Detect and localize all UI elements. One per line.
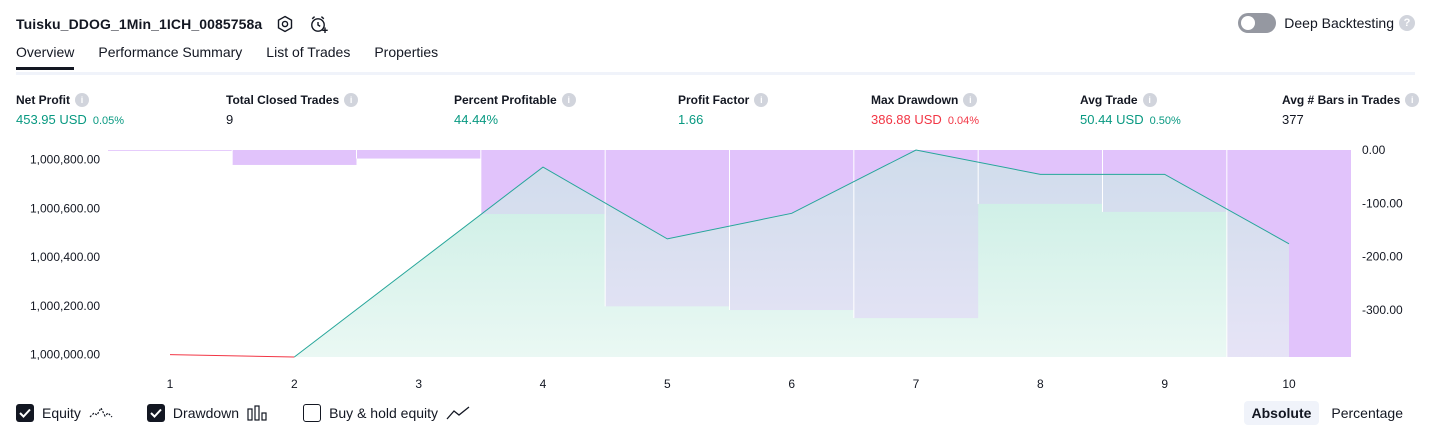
drawdown-bar [356, 150, 481, 159]
metric-total-closed-trades: Total Closed Trades i 9 [226, 93, 359, 127]
metric-value: 9 [226, 112, 234, 127]
x-axis-tick: 7 [913, 377, 920, 391]
buy-hold-line-icon [446, 405, 470, 421]
metric-label: Avg # Bars in Trades [1282, 93, 1401, 107]
drawdown-bar-overlay [108, 150, 233, 151]
legend-drawdown[interactable]: Drawdown [146, 404, 269, 422]
metric-value: 50.44 USD [1080, 112, 1144, 127]
absolute-button[interactable]: Absolute [1243, 401, 1320, 425]
tab-overview[interactable]: Overview [16, 44, 75, 70]
settings-gear-icon[interactable] [274, 13, 296, 35]
metric-percent-profitable: Percent Profitable i 44.44% [454, 93, 576, 127]
metric-avg-bars-in-trades: Avg # Bars in Trades i 377 [1282, 93, 1420, 127]
toggle-knob [1241, 16, 1256, 30]
help-question-icon[interactable]: ? [1399, 15, 1415, 31]
drawdown-bar-overlay [232, 150, 357, 165]
drawdown-bar-overlay [1102, 150, 1227, 212]
value-mode-switch: Absolute Percentage [1240, 401, 1412, 425]
x-axis-tick: 6 [788, 377, 795, 391]
drawdown-bar-overlay [356, 150, 481, 159]
tab-performance-summary[interactable]: Performance Summary [98, 44, 243, 60]
right-axis-tick: 0.00 [1362, 143, 1386, 157]
drawdown-bar-overlay [605, 150, 730, 307]
chart-legend: Equity Drawdown Buy & hold equity [16, 404, 504, 422]
info-icon[interactable]: i [1405, 93, 1420, 107]
info-icon[interactable]: i [754, 93, 769, 107]
legend-buy-hold-equity[interactable]: Buy & hold equity [303, 404, 470, 422]
x-axis-tick: 3 [415, 377, 422, 391]
metric-label: Total Closed Trades [226, 93, 340, 107]
report-tabs: Overview Performance Summary List of Tra… [16, 44, 462, 70]
metric-value: 1.66 [678, 112, 704, 127]
drawdown-label: Drawdown [172, 405, 240, 421]
deep-backtesting-label: Deep Backtesting [1284, 15, 1394, 31]
drawdown-bar-overlay [480, 150, 606, 215]
equity-checkbox[interactable] [16, 404, 34, 422]
left-axis-tick: 1,000,200.00 [30, 299, 100, 313]
buy-hold-label: Buy & hold equity [329, 405, 439, 421]
equity-line-negative [169, 354, 295, 358]
info-icon[interactable]: i [963, 93, 978, 107]
right-axis-tick: -300.00 [1362, 303, 1403, 317]
drawdown-checkbox[interactable] [146, 404, 165, 422]
metric-label: Max Drawdown [871, 93, 959, 107]
x-axis-tick: 1 [167, 377, 174, 391]
strategy-header: Tuisku_DDOG_1Min_1ICH_0085758a [16, 12, 330, 36]
metric-value: 386.88 USD [871, 112, 942, 127]
right-axis-tick: -100.00 [1362, 196, 1403, 210]
equity-label: Equity [42, 405, 81, 421]
tab-list-of-trades[interactable]: List of Trades [266, 44, 351, 60]
x-axis-tick: 2 [291, 377, 298, 391]
left-axis-tick: 1,000,600.00 [30, 201, 100, 215]
drawdown-bar-overlay [729, 150, 854, 311]
strategy-name: Tuisku_DDOG_1Min_1ICH_0085758a [16, 16, 263, 32]
drawdown-bar [108, 150, 233, 151]
metric-label: Profit Factor [678, 93, 750, 107]
drawdown-bar-overlay [1226, 150, 1351, 357]
left-axis-tick: 1,000,400.00 [30, 250, 100, 264]
metric-net-profit: Net Profit i 453.95 USD 0.05% [16, 93, 124, 127]
info-icon[interactable]: i [561, 93, 576, 107]
drawdown-bar-overlay [853, 150, 979, 319]
drawdown-bar [232, 150, 357, 165]
x-axis-tick: 4 [540, 377, 547, 391]
info-icon[interactable]: i [1142, 93, 1157, 107]
metric-percent: 0.05% [92, 115, 125, 127]
equity-drawdown-chart[interactable]: 1,000,000.00 1,000,200.00 1,000,400.00 1,00… [0, 140, 1431, 396]
metric-max-drawdown: Max Drawdown i 386.88 USD 0.04% [871, 93, 979, 127]
drawdown-bars-icon [247, 405, 269, 421]
metric-value: 44.44% [454, 112, 499, 127]
equity-line [294, 149, 1290, 358]
equity-area-fill [294, 150, 1289, 357]
metric-percent: 0.04% [947, 115, 980, 127]
x-axis-tick: 10 [1282, 377, 1296, 391]
x-axis-tick: 8 [1037, 377, 1044, 391]
left-axis-tick: 1,000,800.00 [30, 153, 100, 167]
tabs-divider [16, 72, 1415, 75]
buy-hold-checkbox[interactable] [303, 404, 322, 422]
right-axis-tick: -200.00 [1362, 250, 1403, 264]
metric-label: Net Profit [16, 93, 70, 107]
metric-label: Avg Trade [1080, 93, 1138, 107]
left-axis-tick: 1,000,000.00 [30, 348, 100, 362]
metric-label: Percent Profitable [454, 93, 557, 107]
metric-avg-trade: Avg Trade i 50.44 USD 0.50% [1080, 93, 1181, 127]
info-icon[interactable]: i [344, 93, 359, 107]
x-axis-tick: 9 [1161, 377, 1168, 391]
metric-percent: 0.50% [1149, 115, 1181, 127]
tab-properties[interactable]: Properties [374, 44, 439, 60]
x-axis-tick: 5 [664, 377, 671, 391]
legend-equity[interactable]: Equity [16, 404, 113, 422]
drawdown-bar-overlay [978, 150, 1103, 204]
metric-value: 377 [1282, 112, 1304, 127]
deep-backtesting-toggle[interactable] [1238, 13, 1277, 33]
metric-value: 453.95 USD [16, 112, 87, 127]
alarm-clock-add-icon[interactable] [308, 13, 330, 35]
deep-backtesting-control: Deep Backtesting ? [1238, 13, 1415, 33]
equity-line-icon [89, 405, 113, 421]
percentage-button[interactable]: Percentage [1331, 405, 1403, 421]
info-icon[interactable]: i [75, 93, 89, 107]
metric-profit-factor: Profit Factor i 1.66 [678, 93, 769, 127]
